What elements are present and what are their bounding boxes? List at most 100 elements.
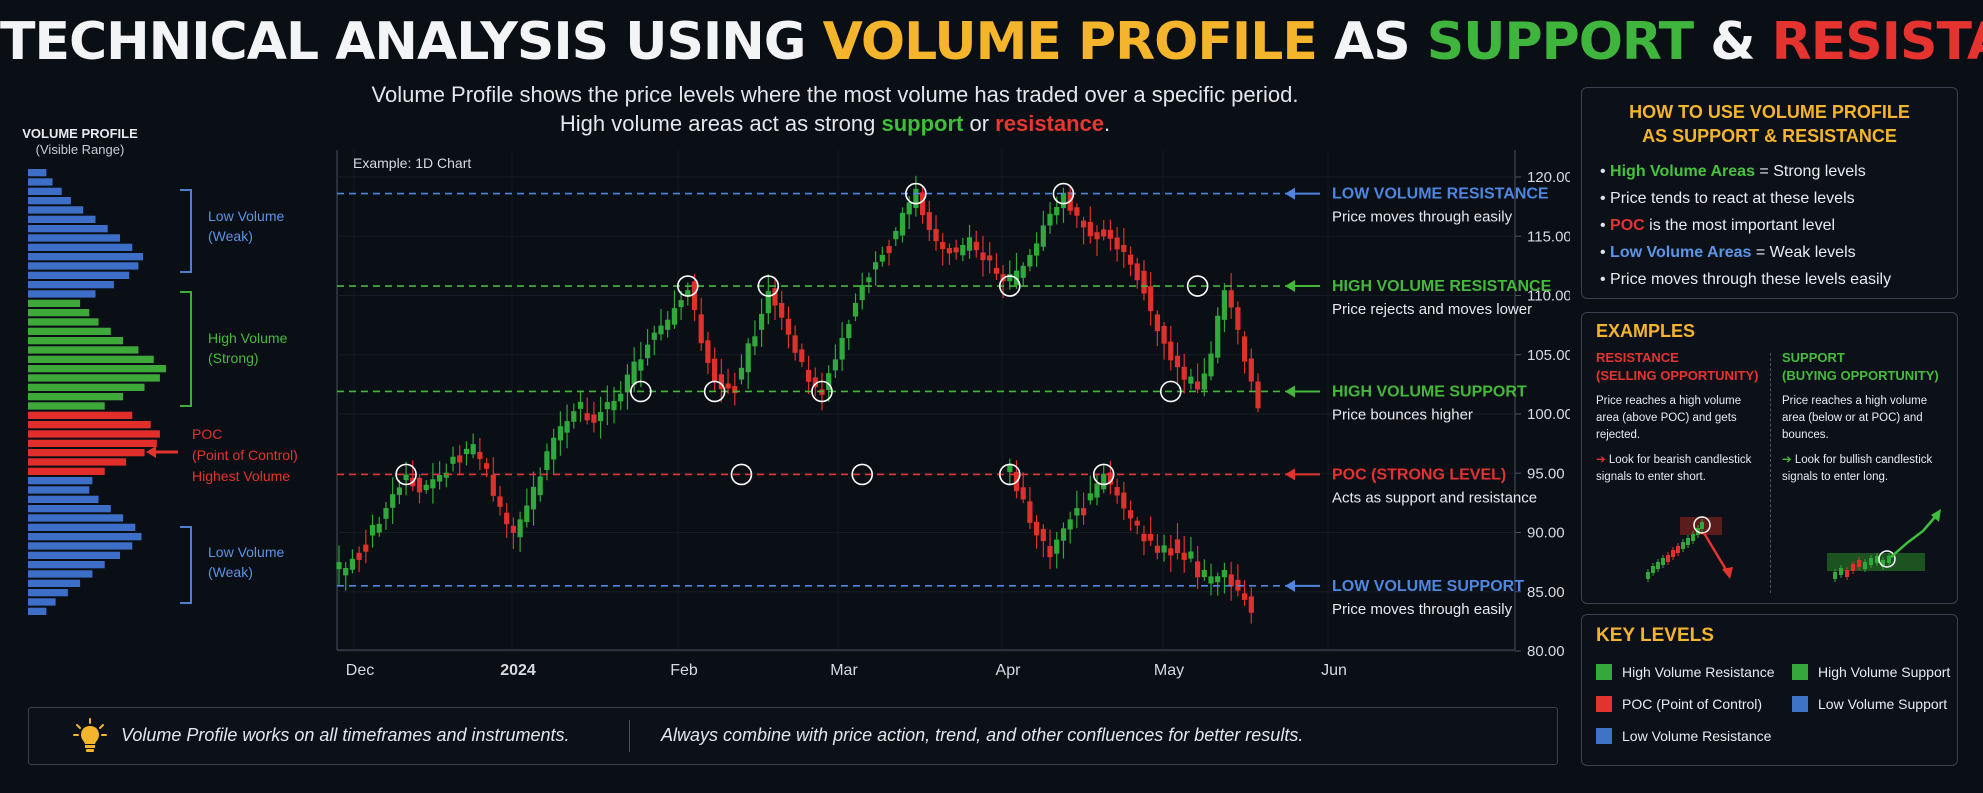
candle-body — [779, 303, 785, 318]
candle-body — [423, 484, 429, 490]
x-tick-label: 2024 — [500, 662, 536, 679]
volume-profile-bar — [28, 579, 81, 587]
level-name: LOW VOLUME RESISTANCE — [1332, 186, 1549, 203]
mini-candle-body — [1875, 556, 1879, 563]
touch-point-circle — [998, 275, 1021, 297]
candle-body — [698, 314, 704, 344]
y-tick-label: 85.00 — [1527, 584, 1565, 601]
touch-point-circle — [905, 182, 927, 205]
examples-panel: EXAMPLES RESISTANCE (SELLING OPPORTUNITY… — [1581, 312, 1958, 604]
key-level-item: POC (Point of Control) — [1596, 695, 1762, 713]
candle-body — [457, 455, 463, 463]
candle-body — [1127, 510, 1134, 519]
lightbulb-icon — [73, 718, 107, 752]
candle-body — [1087, 493, 1093, 501]
candle-body — [470, 444, 476, 455]
candle-body — [926, 212, 932, 230]
candle-body — [1094, 232, 1100, 240]
candle-body — [1242, 336, 1248, 362]
volume-profile-bar — [28, 533, 142, 541]
candle-body — [1134, 263, 1140, 281]
x-tick-label: May — [1154, 662, 1184, 679]
candle-body — [383, 508, 389, 519]
candle-body — [665, 319, 671, 330]
candle-body — [1074, 508, 1080, 516]
volume-profile-bar — [28, 365, 166, 373]
candle-body — [859, 285, 865, 301]
candle-body — [1087, 221, 1093, 237]
support-example-tip: ➔ Look for bullish candlestick signals t… — [1782, 452, 1952, 486]
touch-point-circle — [851, 463, 874, 486]
mini-candle-body — [1646, 572, 1650, 579]
low-volume-top-label: Low Volume (Weak) — [208, 206, 284, 246]
candle-body — [832, 359, 838, 371]
volume-profile-bar — [28, 290, 96, 298]
candle-body — [966, 237, 973, 251]
candle-body — [1081, 220, 1087, 228]
y-tick-label: 100.00 — [1527, 406, 1570, 423]
candle-body — [1034, 243, 1040, 256]
candle-body — [1248, 358, 1254, 382]
candle-body — [1054, 207, 1060, 216]
volume-profile-bar — [28, 570, 93, 578]
candle-body — [598, 412, 604, 422]
title-part-5: & — [1710, 12, 1755, 72]
level-arrow-head — [1285, 280, 1295, 293]
key-level-label: Low Volume Resistance — [1622, 728, 1772, 744]
resistance-example-subheading: (SELLING OPPORTUNITY) — [1596, 368, 1759, 383]
candle-body — [497, 496, 503, 507]
how-to-panel: HOW TO USE VOLUME PROFILE AS SUPPORT & R… — [1581, 87, 1958, 299]
how-to-list: High Volume Areas = Strong levels Price … — [1600, 158, 1957, 293]
mini-candle-body — [1661, 558, 1665, 565]
how-to-item: Price moves through these levels easily — [1600, 266, 1957, 293]
volume-profile-bar — [28, 225, 108, 233]
resistance-example-text: Price reaches a high volume area (above … — [1596, 395, 1742, 441]
how-to-item: Low Volume Areas = Weak levels — [1600, 239, 1957, 266]
volume-profile-bar — [28, 243, 133, 251]
candle-body — [1020, 487, 1026, 500]
candle-body — [390, 494, 396, 508]
mini-candle-body — [1686, 538, 1690, 545]
volume-profile-bar — [28, 215, 96, 223]
candle-body — [772, 288, 778, 306]
touch-point-circle — [677, 275, 699, 297]
candle-body — [678, 300, 684, 308]
volume-profile-bar — [28, 467, 105, 475]
examples-divider — [1770, 353, 1771, 593]
candle-body — [1127, 254, 1134, 265]
candle-body — [1060, 528, 1067, 541]
volume-profile-bar — [28, 393, 124, 401]
candle-body — [712, 358, 718, 382]
poc-label-line-2: (Point of Control) — [192, 447, 298, 463]
volume-profile-bar — [28, 589, 68, 597]
candle-body — [430, 479, 436, 489]
poc-label-line-3: Highest Volume — [192, 468, 291, 484]
candle-body — [1107, 472, 1113, 485]
mini-candle-body — [1857, 560, 1861, 567]
candle-body — [1154, 314, 1160, 332]
key-level-item: Low Volume Resistance — [1596, 727, 1771, 745]
support-example-heading: SUPPORT — [1782, 350, 1845, 365]
candle-body — [960, 245, 966, 256]
y-tick-label: 90.00 — [1527, 525, 1565, 542]
candle-body — [403, 474, 409, 481]
candle-body — [812, 377, 818, 388]
candle-body — [618, 393, 624, 402]
volume-profile-bar — [28, 402, 105, 410]
volume-profile-title: VOLUME PROFILE — [22, 126, 138, 141]
candle-body — [1148, 533, 1154, 541]
volume-profile-bar — [28, 477, 93, 485]
volume-profile-bar — [28, 458, 127, 466]
mini-candle-body — [1839, 568, 1843, 575]
candle-body — [899, 212, 906, 236]
volume-profile-bar — [28, 411, 133, 419]
candle-body — [530, 486, 537, 510]
candle-body — [893, 231, 899, 240]
candle-body — [1047, 546, 1053, 558]
candle-body — [691, 281, 698, 310]
volume-profile-bar — [28, 299, 81, 307]
footer-left-text: Volume Profile works on all timeframes a… — [121, 725, 570, 745]
touch-point-circle — [811, 380, 833, 403]
subtitle: Volume Profile shows the price levels wh… — [300, 80, 1370, 138]
key-level-swatch — [1596, 696, 1612, 712]
